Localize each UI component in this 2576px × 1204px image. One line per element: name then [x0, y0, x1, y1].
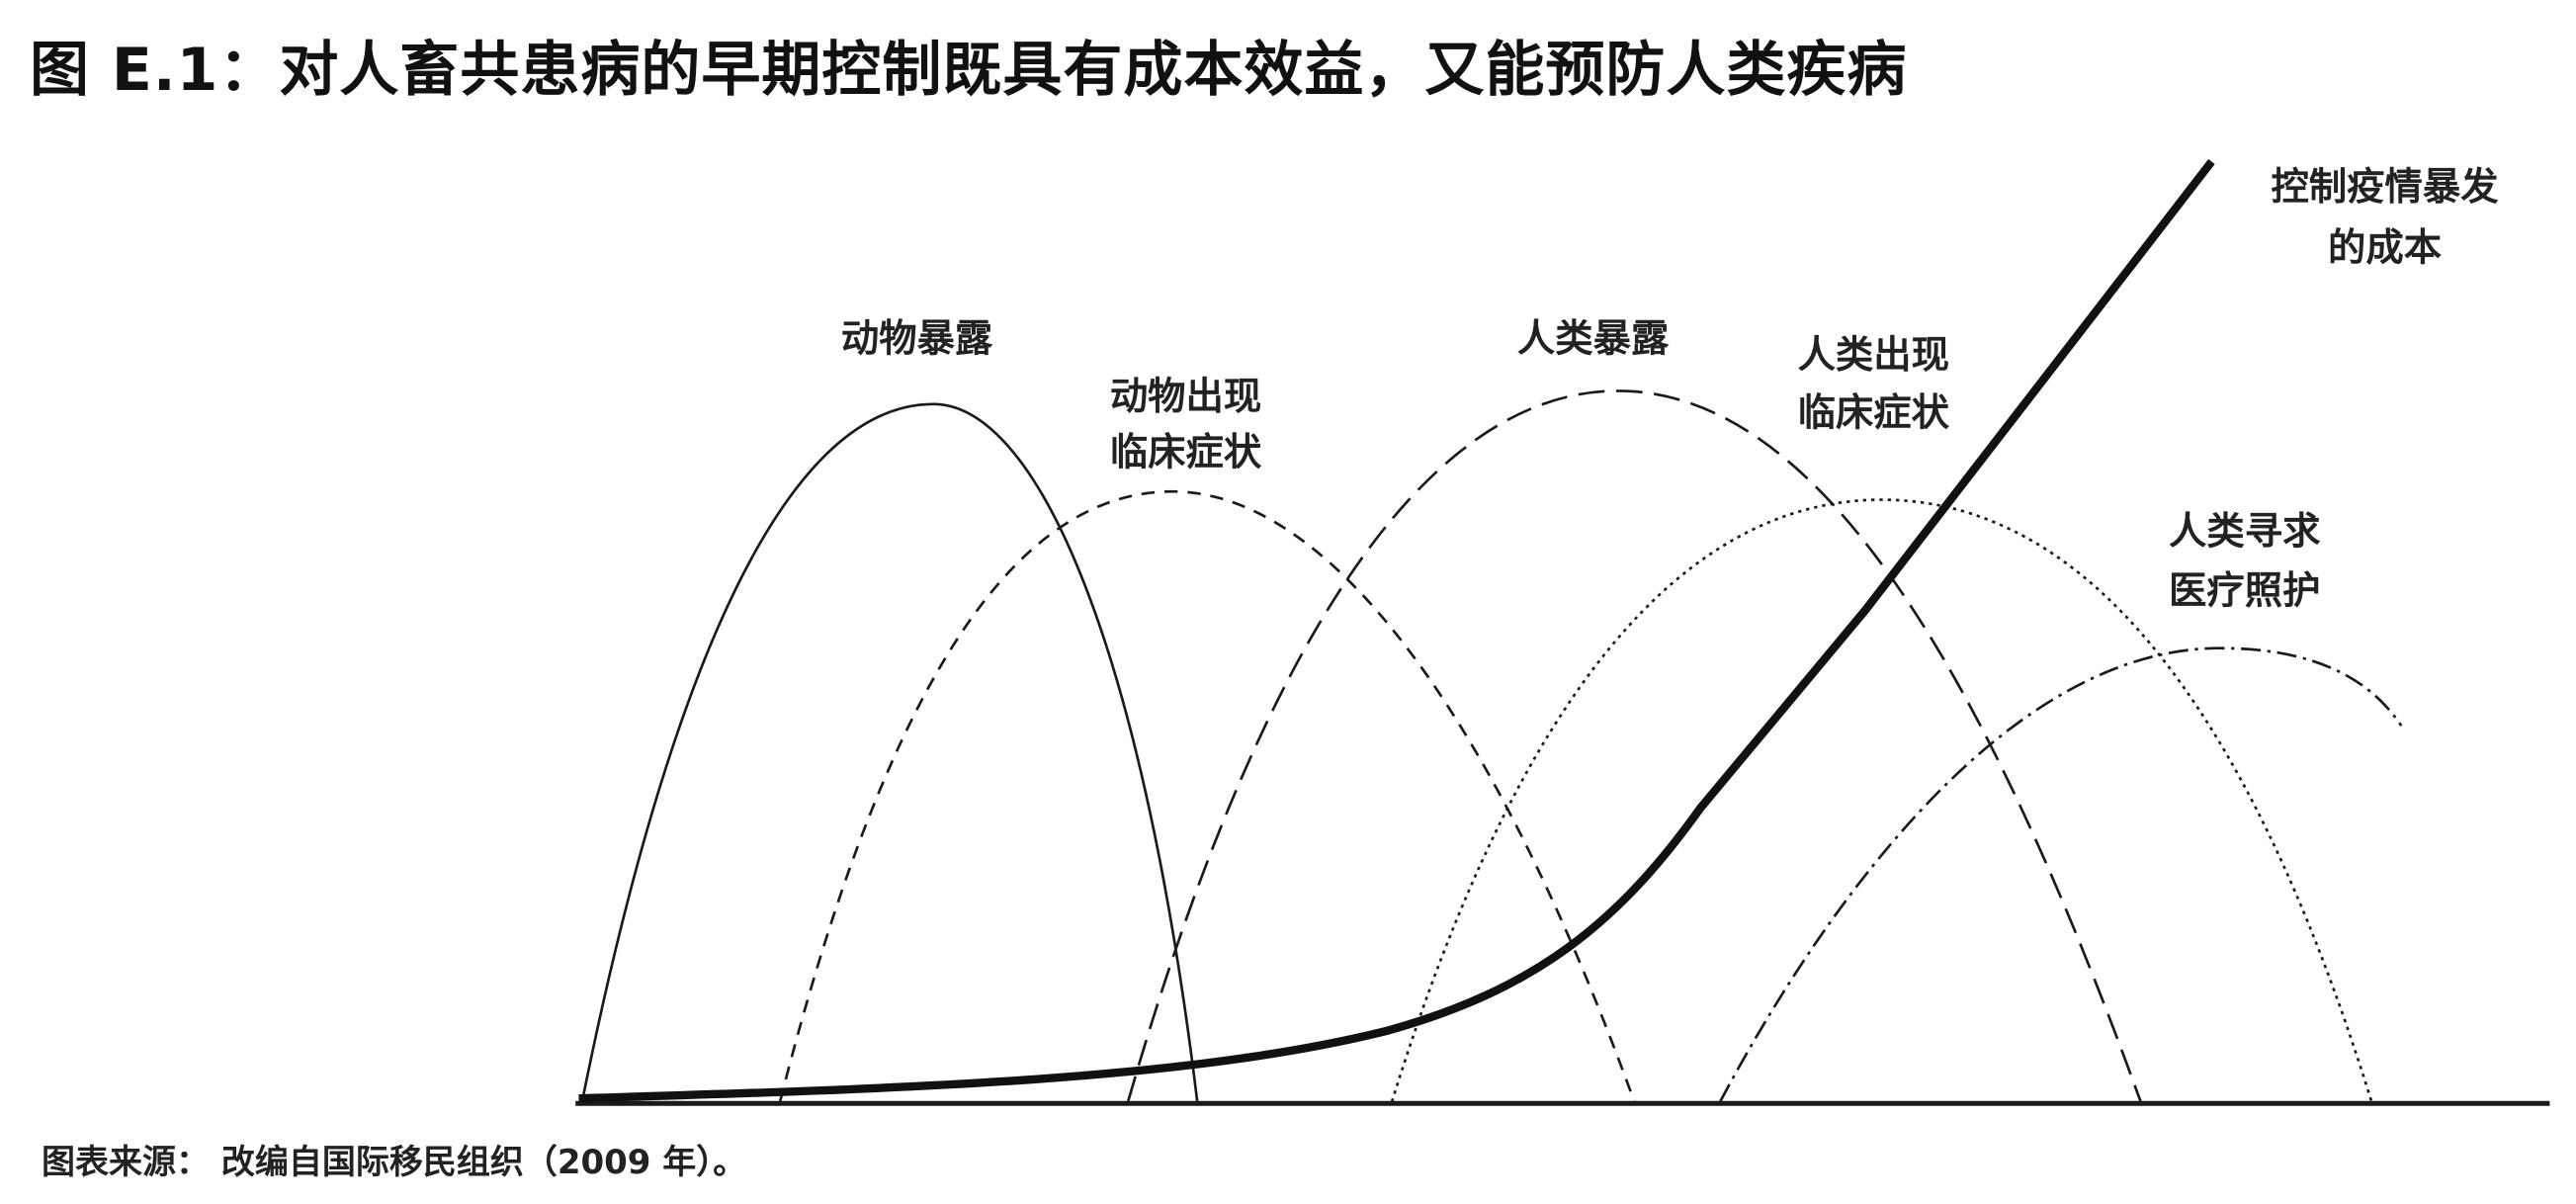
label-human-exposure: 人类暴露 — [1517, 316, 1670, 361]
figure-source: 图表来源： 改编自国际移民组织（2009 年）。 — [42, 1143, 747, 1182]
curve-human-clinical — [1390, 498, 2373, 1102]
curve-animal-clinical — [778, 489, 1636, 1103]
label-seek-care-1: 人类寻求 — [2169, 510, 2321, 555]
figure-title: 图 E.1：对人畜共患病的早期控制既具有成本效益，又能预防人类疾病 — [30, 36, 1908, 105]
curve-outbreak-cost — [578, 158, 2215, 1103]
label-human-clinical-2: 临床症状 — [1798, 390, 1950, 435]
label-seek-care-2: 医疗照护 — [2169, 569, 2320, 614]
curve-animal-exposure — [580, 402, 1199, 1102]
label-cost-1: 控制疫情暴发 — [2271, 165, 2499, 210]
curve-seek-care — [1718, 646, 2403, 1103]
label-animal-clinical-1: 动物出现 — [1110, 375, 1261, 419]
label-animal-clinical-2: 临床症状 — [1110, 431, 1262, 475]
curve-human-exposure — [1126, 389, 2142, 1103]
label-animal-exposure: 动物暴露 — [841, 316, 993, 361]
label-cost-2: 的成本 — [2328, 226, 2443, 271]
label-human-clinical-1: 人类出现 — [1798, 333, 1949, 378]
